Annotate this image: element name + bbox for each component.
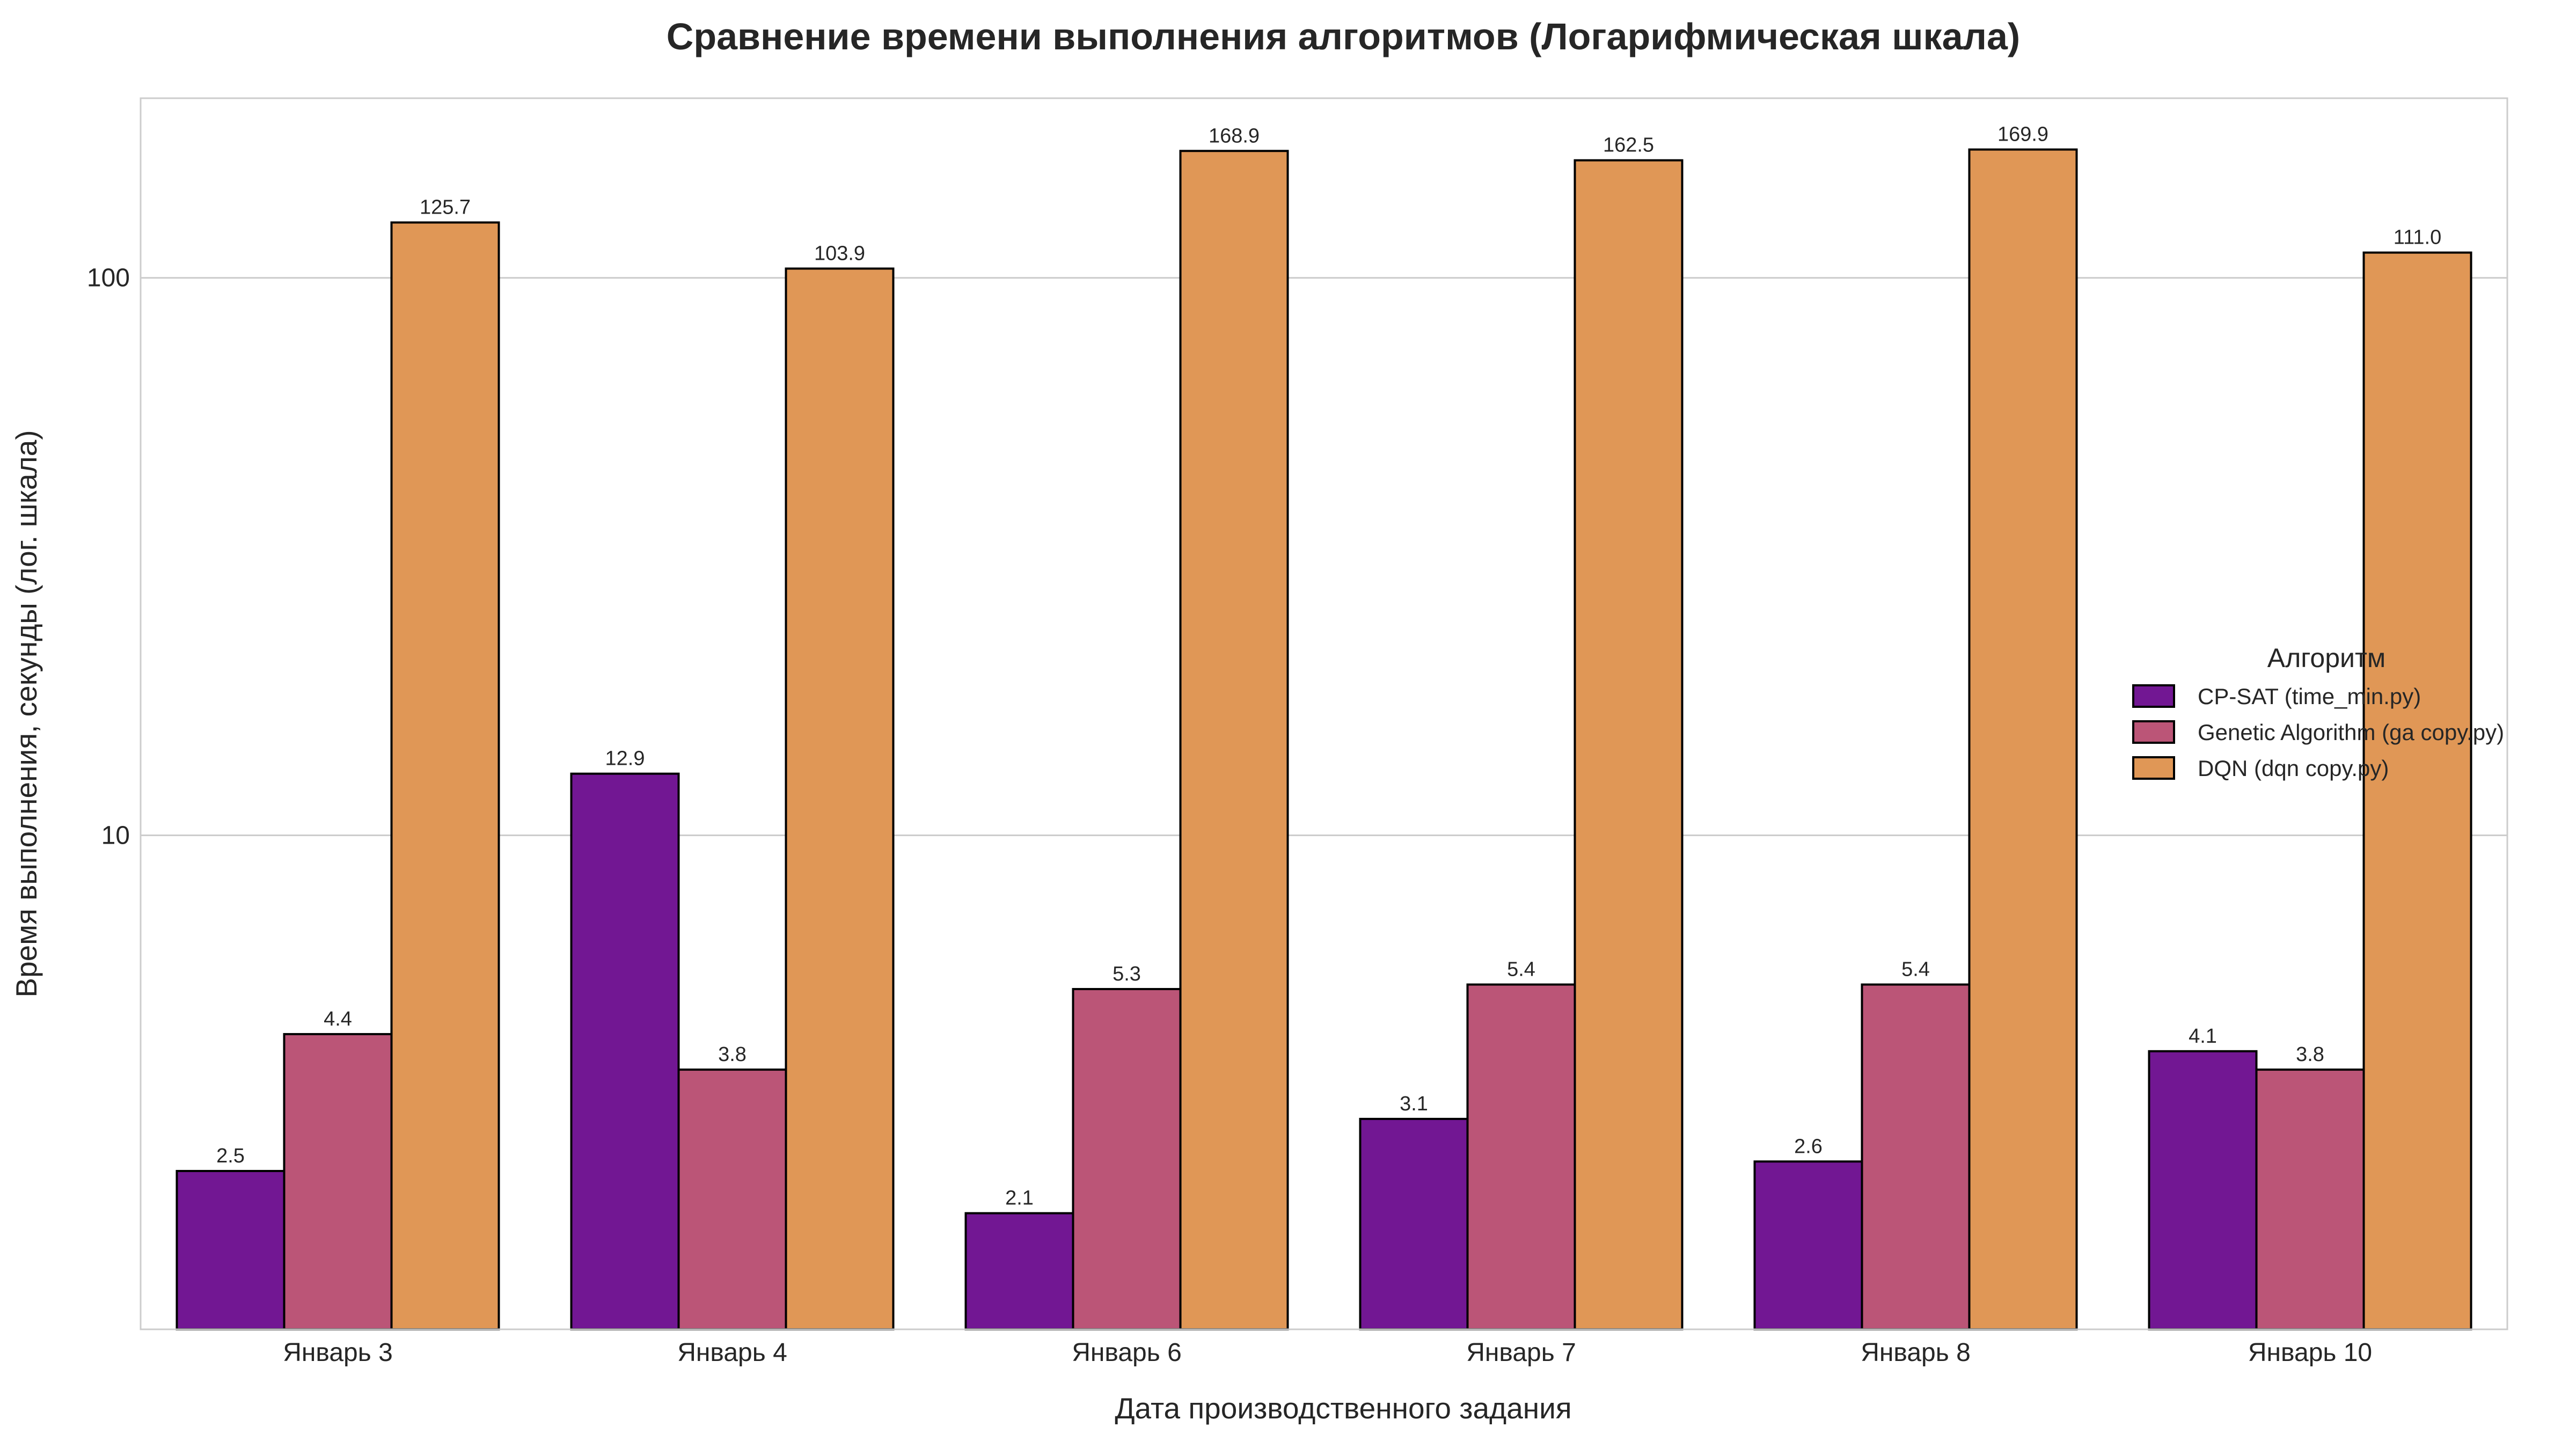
y-axis-label: Время выполнения, секунды (лог. шкала) (10, 430, 43, 997)
bar-series-1 (1359, 1117, 1469, 1330)
bar-data-label: 5.4 (1901, 958, 1930, 981)
x-tick-label: Январь 8 (1861, 1338, 1971, 1367)
bar-data-label: 125.7 (420, 196, 471, 219)
bar-data-label: 169.9 (1997, 123, 2048, 146)
x-tick-label: Январь 6 (1072, 1338, 1182, 1367)
legend-entry-3: DQN (dqn copy.py) (2198, 756, 2389, 781)
bar-data-label: 2.1 (1005, 1187, 1034, 1210)
y-tick-label: 10 (101, 822, 130, 850)
bar-series-1 (2148, 1050, 2258, 1330)
legend: Алгоритм CP-SAT (time_min.py) Genetic Alg… (2132, 643, 2504, 781)
chart-title: Сравнение времени выполнения алгоритмов … (667, 16, 2020, 57)
gridlines (141, 277, 2507, 837)
bar-series-3 (785, 267, 895, 1330)
bar-series-3 (1968, 148, 2078, 1330)
bar-data-label: 162.5 (1603, 134, 1654, 157)
bar-data-label: 4.1 (2189, 1025, 2217, 1048)
bar-data-label: 2.5 (216, 1145, 245, 1167)
bar-series-1 (1753, 1160, 1863, 1330)
bar-data-label: 103.9 (814, 242, 865, 265)
bar-data-label: 12.9 (605, 748, 645, 770)
bar-series-3 (2362, 251, 2472, 1330)
y-tick-label: 100 (87, 264, 130, 292)
bar-data-label: 168.9 (1209, 125, 1260, 147)
y-axis-ticks: 10 100 (87, 264, 130, 850)
bar-series-2 (2255, 1069, 2365, 1330)
bar-data-label: 5.3 (1113, 963, 1141, 985)
bar-series-1 (175, 1169, 286, 1330)
legend-swatch-2 (2132, 720, 2175, 744)
bar-data-label: 111.0 (2394, 226, 2441, 249)
data-labels: 2.5 4.4 125.7 12.9 3.8 103.9 2.1 5.3 168.9 3.1 5.4… (216, 123, 2441, 1210)
bar-data-label: 3.8 (2296, 1043, 2324, 1066)
bar-series-3 (1574, 159, 1684, 1330)
plot-area (141, 98, 2507, 1329)
plot-frame (140, 97, 2508, 1330)
bar-series-2 (1466, 983, 1576, 1331)
x-tick-label: Январь 10 (2248, 1338, 2372, 1367)
legend-entry-1: CP-SAT (time_min.py) (2198, 684, 2421, 709)
x-tick-label: Январь 4 (677, 1338, 787, 1367)
bar-series-1 (570, 772, 680, 1330)
x-axis-label: Дата производственного задания (1115, 1392, 1571, 1425)
bar-data-label: 4.4 (324, 1008, 352, 1030)
bar-series-2 (677, 1069, 787, 1330)
bar-series-3 (1179, 150, 1289, 1331)
legend-entry-2: Genetic Algorithm (ga copy.py) (2198, 720, 2504, 745)
bar-series-3 (390, 221, 500, 1331)
x-axis-ticks: Январь 3 Январь 4 Январь 6 Январь 7 Январь 8… (283, 1338, 2372, 1367)
legend-swatch-3 (2132, 756, 2175, 780)
bar-data-label: 2.6 (1794, 1135, 1823, 1158)
x-tick-label: Январь 3 (283, 1338, 393, 1367)
bar-data-label: 3.1 (1400, 1093, 1428, 1115)
bar-series-2 (283, 1033, 393, 1330)
bars (175, 148, 2472, 1331)
bar-series-1 (964, 1212, 1074, 1331)
bar-series-2 (1861, 983, 1971, 1331)
legend-title: Алгоритм (2267, 643, 2385, 673)
bar-data-label: 3.8 (718, 1043, 747, 1066)
bar-series-2 (1072, 987, 1182, 1330)
bar-data-label: 5.4 (1507, 958, 1535, 981)
x-tick-label: Январь 7 (1466, 1338, 1576, 1367)
legend-swatch-1 (2132, 684, 2175, 708)
